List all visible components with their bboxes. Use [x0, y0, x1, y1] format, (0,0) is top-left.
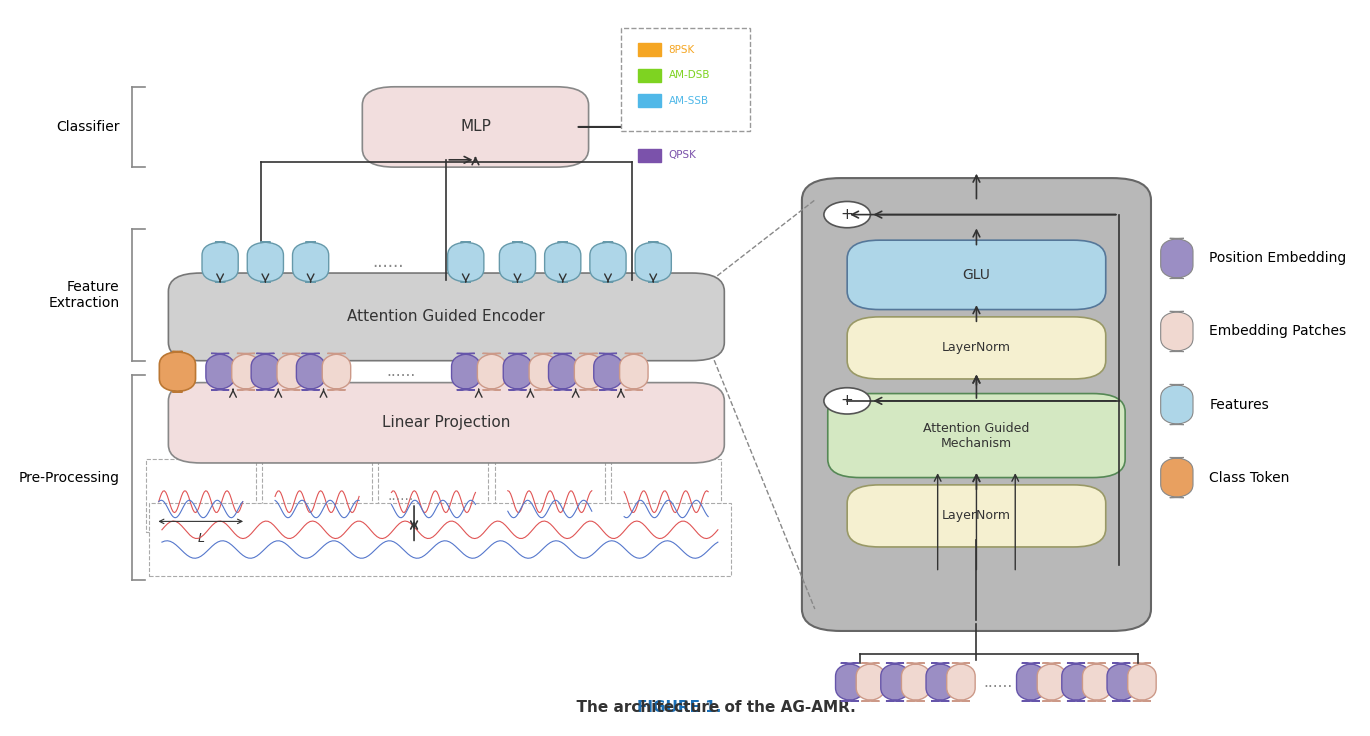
FancyBboxPatch shape: [548, 353, 577, 390]
FancyBboxPatch shape: [1037, 663, 1066, 701]
Circle shape: [823, 202, 870, 227]
Text: LayerNorm: LayerNorm: [943, 342, 1011, 355]
FancyBboxPatch shape: [477, 353, 506, 390]
Text: ......: ......: [984, 675, 1012, 690]
FancyBboxPatch shape: [206, 353, 234, 390]
Text: AM-SSB: AM-SSB: [669, 96, 708, 106]
FancyBboxPatch shape: [545, 242, 581, 282]
Text: The architecture of the AG-AMR.: The architecture of the AG-AMR.: [503, 700, 855, 715]
FancyBboxPatch shape: [296, 353, 325, 390]
FancyBboxPatch shape: [251, 353, 279, 390]
FancyBboxPatch shape: [619, 353, 648, 390]
FancyBboxPatch shape: [362, 87, 589, 167]
FancyBboxPatch shape: [1160, 238, 1193, 278]
FancyBboxPatch shape: [847, 485, 1106, 547]
FancyBboxPatch shape: [856, 663, 885, 701]
FancyBboxPatch shape: [293, 242, 329, 282]
Bar: [637, 68, 660, 82]
Bar: [637, 94, 660, 107]
FancyBboxPatch shape: [262, 459, 373, 532]
FancyBboxPatch shape: [149, 503, 730, 576]
Text: LayerNorm: LayerNorm: [943, 509, 1011, 523]
Text: QPSK: QPSK: [669, 150, 696, 160]
FancyBboxPatch shape: [901, 663, 930, 701]
FancyBboxPatch shape: [247, 242, 284, 282]
Text: MLP: MLP: [460, 119, 490, 135]
FancyBboxPatch shape: [378, 459, 488, 532]
FancyBboxPatch shape: [847, 317, 1106, 379]
FancyBboxPatch shape: [1082, 663, 1111, 701]
FancyBboxPatch shape: [452, 353, 480, 390]
FancyBboxPatch shape: [926, 663, 955, 701]
FancyBboxPatch shape: [145, 459, 256, 532]
FancyBboxPatch shape: [495, 459, 604, 532]
FancyBboxPatch shape: [593, 353, 622, 390]
FancyBboxPatch shape: [1160, 384, 1193, 425]
FancyBboxPatch shape: [621, 29, 751, 130]
FancyBboxPatch shape: [503, 353, 532, 390]
Text: GLU: GLU: [963, 268, 991, 282]
FancyBboxPatch shape: [847, 240, 1106, 310]
Bar: [637, 43, 660, 56]
FancyBboxPatch shape: [881, 663, 910, 701]
FancyBboxPatch shape: [169, 383, 725, 463]
Text: ......: ......: [388, 489, 414, 503]
FancyBboxPatch shape: [836, 663, 864, 701]
FancyBboxPatch shape: [1160, 311, 1193, 352]
Text: Linear Projection: Linear Projection: [382, 415, 511, 431]
FancyBboxPatch shape: [801, 178, 1151, 631]
FancyBboxPatch shape: [322, 353, 351, 390]
Text: Attention Guided
Mechanism: Attention Guided Mechanism: [923, 422, 1030, 450]
FancyBboxPatch shape: [636, 242, 671, 282]
FancyBboxPatch shape: [590, 242, 626, 282]
FancyBboxPatch shape: [574, 353, 603, 390]
FancyBboxPatch shape: [1128, 663, 1156, 701]
FancyBboxPatch shape: [529, 353, 558, 390]
Text: Features: Features: [1210, 397, 1269, 411]
FancyBboxPatch shape: [159, 352, 196, 392]
Text: +: +: [841, 393, 854, 408]
FancyBboxPatch shape: [277, 353, 306, 390]
Text: Pre-Processing: Pre-Processing: [18, 470, 119, 484]
Text: Embedding Patches: Embedding Patches: [1210, 325, 1347, 339]
Bar: [637, 149, 660, 162]
Circle shape: [823, 388, 870, 414]
FancyBboxPatch shape: [448, 242, 484, 282]
FancyBboxPatch shape: [827, 394, 1125, 478]
Text: FIGURE 1.: FIGURE 1.: [637, 700, 721, 715]
FancyBboxPatch shape: [232, 353, 260, 390]
FancyBboxPatch shape: [500, 242, 536, 282]
FancyBboxPatch shape: [947, 663, 975, 701]
Text: L: L: [197, 532, 204, 545]
FancyBboxPatch shape: [1160, 458, 1193, 498]
Text: Class Token: Class Token: [1210, 470, 1289, 484]
Text: AM-DSB: AM-DSB: [669, 70, 710, 80]
FancyBboxPatch shape: [611, 459, 721, 532]
Text: Feature
Extraction: Feature Extraction: [48, 280, 119, 310]
FancyBboxPatch shape: [1107, 663, 1136, 701]
FancyBboxPatch shape: [1062, 663, 1091, 701]
Text: ......: ......: [373, 253, 404, 271]
Text: ......: ......: [386, 364, 415, 379]
FancyBboxPatch shape: [1017, 663, 1045, 701]
FancyBboxPatch shape: [201, 242, 238, 282]
Text: Attention Guided Encoder: Attention Guided Encoder: [348, 309, 545, 325]
Text: 8PSK: 8PSK: [669, 44, 695, 54]
Text: Classifier: Classifier: [56, 120, 119, 134]
Text: Position Embedding: Position Embedding: [1210, 252, 1347, 266]
FancyBboxPatch shape: [169, 273, 725, 361]
Text: +: +: [841, 207, 854, 222]
